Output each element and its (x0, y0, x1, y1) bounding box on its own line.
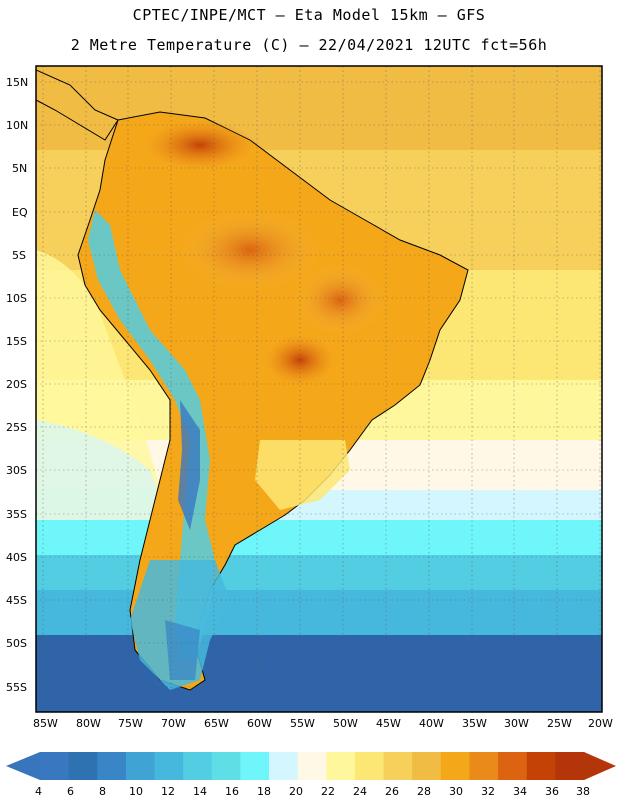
lat-label: 20S (6, 378, 27, 391)
lon-label: 35W (462, 717, 487, 730)
legend-labels: 4 6 8 10 12 14 16 18 20 22 24 26 28 30 3… (35, 785, 590, 798)
legend-label: 4 (35, 785, 42, 798)
legend-swatch (125, 752, 156, 780)
lon-label: 45W (376, 717, 401, 730)
legend-swatch (183, 752, 213, 780)
legend-label: 32 (481, 785, 495, 798)
lat-label: EQ (12, 206, 28, 219)
legend-label: 12 (161, 785, 175, 798)
legend-label: 10 (129, 785, 143, 798)
lat-label: 10N (6, 119, 28, 132)
lat-label: 50S (6, 637, 27, 650)
lon-label: 85W (33, 717, 58, 730)
lon-label: 40W (419, 717, 444, 730)
legend-swatch (40, 752, 70, 780)
legend-swatch (97, 752, 127, 780)
legend-label: 18 (257, 785, 271, 798)
legend-swatch (269, 752, 299, 780)
legend-swatches (40, 752, 585, 780)
color-legend: 4 6 8 10 12 14 16 18 20 22 24 26 28 30 3… (6, 752, 616, 798)
longitude-labels: 85W 80W 75W 70W 65W 60W 55W 50W 45W 40W … (33, 717, 613, 730)
lat-label: 15N (6, 76, 28, 89)
legend-label: 30 (449, 785, 463, 798)
legend-swatch (326, 752, 356, 780)
legend-swatch (297, 752, 327, 780)
lon-label: 50W (333, 717, 358, 730)
legend-label: 14 (193, 785, 207, 798)
lat-label: 25S (6, 421, 27, 434)
lat-label: 35S (6, 508, 27, 521)
lon-label: 55W (290, 717, 315, 730)
temperature-field (36, 66, 602, 712)
legend-swatch (154, 752, 184, 780)
legend-label: 26 (385, 785, 399, 798)
legend-swatch (440, 752, 470, 780)
map-frame (35, 65, 603, 713)
lon-label: 20W (588, 717, 613, 730)
legend-swatch (354, 752, 385, 780)
legend-swatch (555, 752, 585, 780)
lat-label: 40S (6, 551, 27, 564)
legend-label: 22 (321, 785, 335, 798)
lon-label: 65W (204, 717, 229, 730)
lat-label: 15S (6, 335, 27, 348)
legend-label: 16 (225, 785, 239, 798)
legend-swatch (412, 752, 442, 780)
lon-label: 25W (547, 717, 572, 730)
legend-label: 6 (67, 785, 74, 798)
lat-label: 5N (12, 162, 27, 175)
legend-label: 8 (99, 785, 106, 798)
lon-label: 80W (76, 717, 101, 730)
legend-label: 36 (545, 785, 559, 798)
legend-swatch (240, 752, 270, 780)
legend-label: 20 (289, 785, 303, 798)
legend-label: 24 (353, 785, 367, 798)
lon-label: 70W (161, 717, 186, 730)
lon-label: 30W (504, 717, 529, 730)
lon-label: 60W (247, 717, 272, 730)
legend-swatch (498, 752, 528, 780)
lat-label: 55S (6, 681, 27, 694)
legend-swatch (469, 752, 499, 780)
legend-swatch (68, 752, 98, 780)
lat-label: 10S (6, 292, 27, 305)
legend-swatch (383, 752, 413, 780)
map-title-line-2: 2 Metre Temperature (C) – 22/04/2021 12U… (70, 36, 548, 54)
lon-label: 75W (118, 717, 143, 730)
latitude-labels: 15N 10N 5N EQ 5S 10S 15S 20S 25S 30S 35S… (6, 76, 28, 694)
legend-label: 28 (417, 785, 431, 798)
legend-label: 34 (513, 785, 527, 798)
lat-label: 45S (6, 594, 27, 607)
lat-label: 5S (12, 249, 26, 262)
legend-low-arrow (6, 752, 40, 780)
legend-high-arrow (584, 752, 616, 780)
legend-label: 38 (576, 785, 590, 798)
map-title-line-1: CPTEC/INPE/MCT – Eta Model 15km – GFS (132, 6, 486, 24)
legend-swatch (211, 752, 241, 780)
lat-label: 30S (6, 464, 27, 477)
legend-swatch (526, 752, 556, 780)
